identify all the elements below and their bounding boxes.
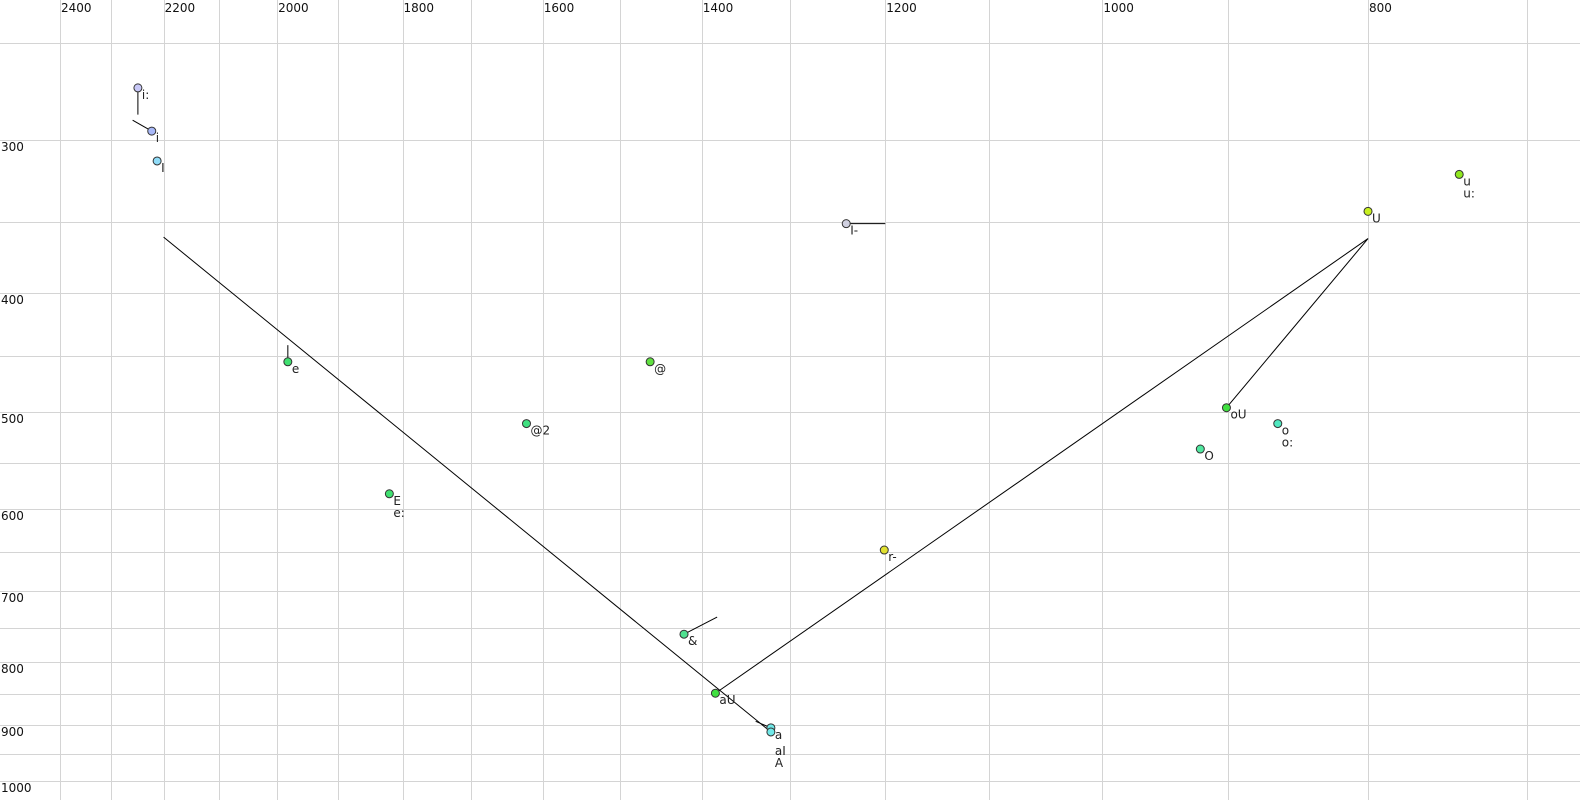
y-tick-label: 600: [1, 509, 24, 523]
point-label: A: [775, 756, 784, 770]
y-tick-label: 300: [1, 140, 24, 154]
trajectory-line: [715, 238, 1369, 694]
point-label: I-: [850, 224, 858, 238]
data-point: [1221, 403, 1231, 413]
y-tick-label: 500: [1, 412, 24, 426]
point-label: e:: [393, 506, 404, 520]
x-tick-label: 1000: [1103, 1, 1134, 15]
data-point: [766, 727, 776, 737]
point-label: &: [688, 634, 697, 648]
point-label: i: [156, 131, 159, 145]
data-point: [1195, 444, 1205, 454]
data-point: [1363, 206, 1373, 216]
y-tick-label: 800: [1, 662, 24, 676]
point-label: U: [1372, 211, 1381, 225]
data-point: [133, 83, 143, 93]
x-tick-label: 2400: [61, 1, 92, 15]
y-tick-label: 1000: [1, 781, 32, 795]
trajectory-line: [683, 616, 718, 635]
point-label: I: [161, 161, 165, 175]
data-point: [521, 419, 531, 429]
point-label: o: [1282, 424, 1289, 438]
point-label: e: [292, 362, 299, 376]
data-point: [679, 629, 689, 639]
point-label: i:: [142, 88, 149, 102]
point-label: @: [654, 362, 666, 376]
point-label: aU: [719, 693, 735, 707]
trajectories: [132, 87, 1369, 733]
x-tick-label: 800: [1369, 1, 1392, 15]
point-label: a: [775, 728, 782, 742]
trajectory-line: [1226, 238, 1369, 409]
data-point: [384, 489, 394, 499]
data-point: [879, 545, 889, 555]
data-point: [710, 688, 720, 698]
x-tick-label: 2200: [165, 1, 196, 15]
tick-labels: 2400 2200 2000 1800 1600 1400 1200 1000 800 300 40…: [1, 1, 1392, 795]
point-label: oU: [1230, 408, 1246, 422]
y-tick-label: 900: [1, 725, 24, 739]
point-label: u:: [1463, 186, 1475, 200]
point-label: aI: [775, 744, 786, 758]
x-tick-label: 1600: [544, 1, 575, 15]
x-tick-label: 2000: [278, 1, 309, 15]
data-point: [841, 219, 851, 229]
point-label: u: [1463, 174, 1471, 188]
point-label: E: [393, 494, 401, 508]
data-point: [147, 126, 157, 136]
point-label: O: [1204, 449, 1213, 463]
point-label: o:: [1282, 436, 1293, 450]
x-tick-label: 1800: [404, 1, 435, 15]
x-tick-label: 1400: [703, 1, 734, 15]
data-point: [283, 357, 293, 367]
data-points: i: i Ie Ee: @2 @ & aU a aIA I-r- Uuu: oU Ooo:: [133, 83, 1475, 770]
data-point: [1454, 169, 1464, 179]
y-tick-label: 700: [1, 591, 24, 605]
data-point: [645, 357, 655, 367]
trajectory-line: [163, 236, 772, 733]
data-point: [152, 156, 162, 166]
point-label: @2: [530, 424, 550, 438]
x-tick-label: 1200: [886, 1, 917, 15]
data-point: [1273, 419, 1283, 429]
point-label: r-: [888, 550, 897, 564]
y-tick-label: 400: [1, 293, 24, 307]
